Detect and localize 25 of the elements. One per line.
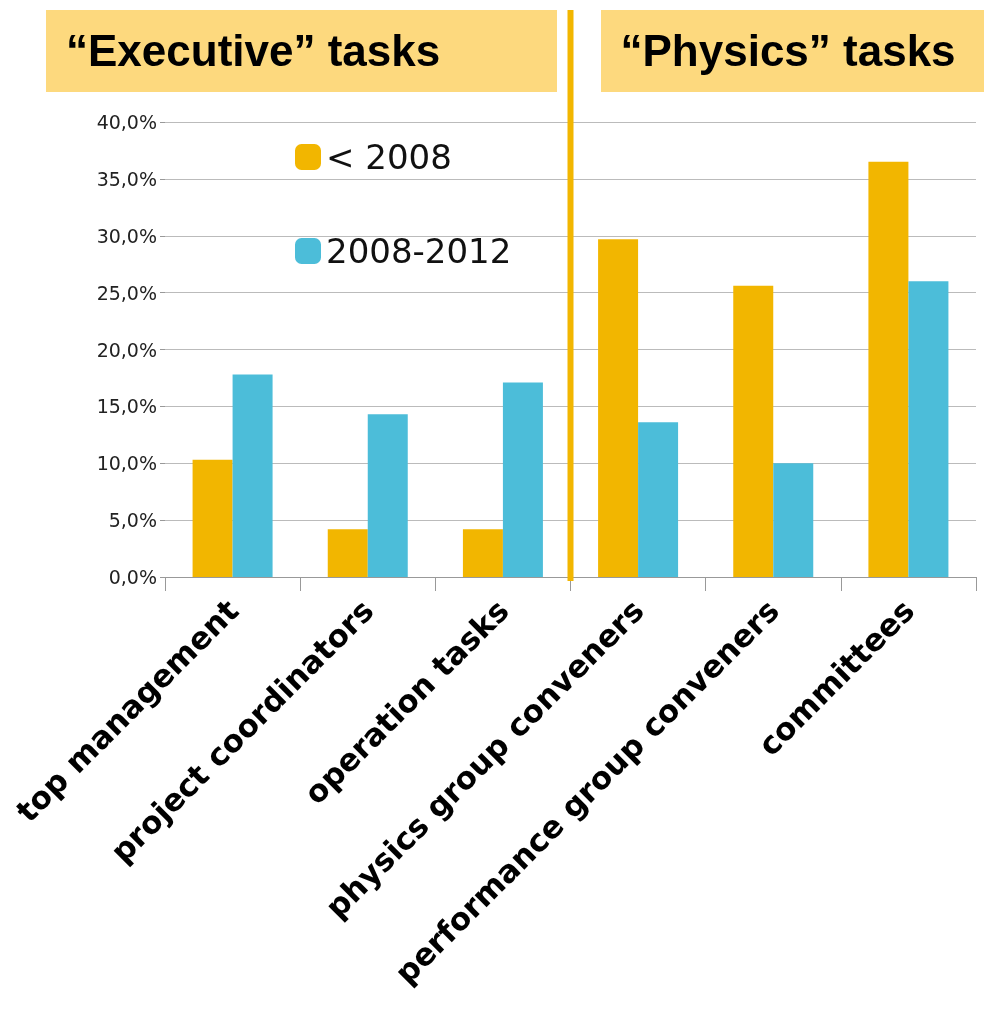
y-tick-label: 35,0% [96, 167, 157, 190]
y-tick-label: 20,0% [96, 338, 157, 361]
y-tick-label: 5,0% [108, 509, 157, 532]
y-tick-label: 10,0% [96, 452, 157, 475]
y-tick-label: 15,0% [96, 395, 157, 418]
legend-label: < 2008 [326, 137, 452, 177]
bar [733, 285, 774, 577]
bar [192, 459, 233, 577]
bar [232, 374, 273, 577]
y-tick-label: 30,0% [96, 224, 157, 247]
y-tick-label: 0,0% [108, 566, 157, 588]
legend-label: 2008-2012 [326, 231, 512, 271]
y-tick-label: 25,0% [96, 281, 157, 304]
bar [868, 161, 909, 577]
text: “Executive” tasks [46, 10, 557, 92]
bar [502, 382, 543, 577]
bar [638, 422, 679, 577]
bar [908, 281, 949, 577]
bar [327, 529, 368, 577]
bar [462, 529, 503, 577]
bar [367, 414, 408, 577]
y-tick-label: 40,0% [96, 111, 157, 133]
text: “Physics” tasks [600, 10, 984, 92]
bar [773, 463, 814, 577]
bar [598, 239, 639, 577]
